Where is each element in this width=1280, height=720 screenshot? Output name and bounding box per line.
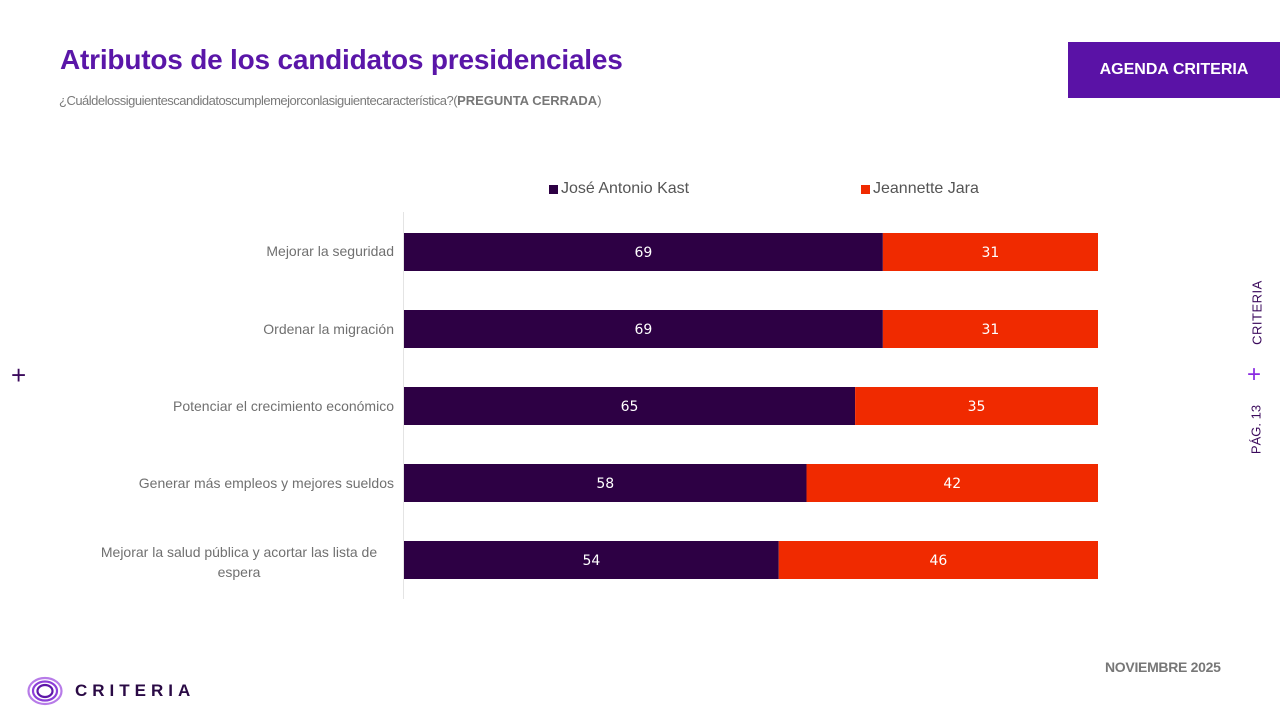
bar-value-label: 65	[621, 399, 639, 415]
legend-swatch-jara	[861, 184, 870, 194]
bar-value-label: 42	[943, 476, 961, 492]
bar-value-label: 46	[929, 553, 947, 569]
page-title: Atributos de los candidatos presidencial…	[60, 44, 623, 75]
legend-item-kast: José Antonio Kast	[549, 180, 689, 198]
bar-jara	[855, 387, 1098, 425]
bar-jara	[882, 310, 1098, 348]
bar-value-label: 58	[596, 476, 614, 492]
agenda-criteria-badge: AGENDA CRITERIA	[1068, 42, 1280, 98]
bar-value-label: 69	[635, 245, 653, 261]
question-subtitle: ¿Cuáldelossiguientescandidatoscumplemejo…	[59, 93, 602, 108]
bar-kast	[404, 310, 883, 348]
bar-kast	[404, 541, 779, 579]
plus-icon: +	[1247, 361, 1262, 388]
legend-item-jara: Jeannette Jara	[861, 180, 979, 198]
page-number: PÁG. 13	[1248, 404, 1264, 455]
side-brand-label: CRITERIA	[1249, 280, 1265, 345]
category-label: Potenciar el crecimiento económico	[173, 398, 394, 414]
bar-value-label: 31	[982, 245, 1000, 261]
category-label: Ordenar la migración	[263, 321, 394, 337]
plus-icon: +	[11, 360, 27, 390]
bar-value-label: 35	[968, 399, 986, 415]
bar-jara	[806, 464, 1098, 502]
bar-kast	[404, 387, 856, 425]
question-type: PREGUNTA CERRADA	[457, 93, 598, 108]
report-date: NOVIEMBRE 2025	[1105, 659, 1221, 675]
legend-label-kast: José Antonio Kast	[561, 180, 690, 197]
question-close: )	[597, 93, 602, 108]
bar-value-label: 54	[582, 553, 600, 569]
legend-label-jara: Jeannette Jara	[873, 180, 979, 197]
question-text: ¿Cuáldelossiguientescandidatoscumplemejo…	[59, 93, 458, 108]
criteria-logo: CRITERIA	[27, 676, 195, 706]
bar-jara	[778, 541, 1098, 579]
bar-kast	[404, 233, 883, 271]
category-label: Generar más empleos y mejores sueldos	[138, 475, 394, 491]
bar-value-label: 31	[982, 322, 1000, 338]
y-axis-line	[403, 212, 404, 599]
category-label: Mejorar la seguridad	[266, 243, 394, 259]
logo-wordmark: CRITERIA	[75, 681, 196, 700]
bar-jara	[882, 233, 1098, 271]
legend-swatch-kast	[549, 184, 558, 194]
category-label: Mejorar la salud pública y acortar las l…	[100, 544, 378, 580]
bar-kast	[404, 464, 807, 502]
concentric-rings-logo-icon	[27, 676, 63, 706]
bar-value-label: 69	[635, 322, 653, 338]
